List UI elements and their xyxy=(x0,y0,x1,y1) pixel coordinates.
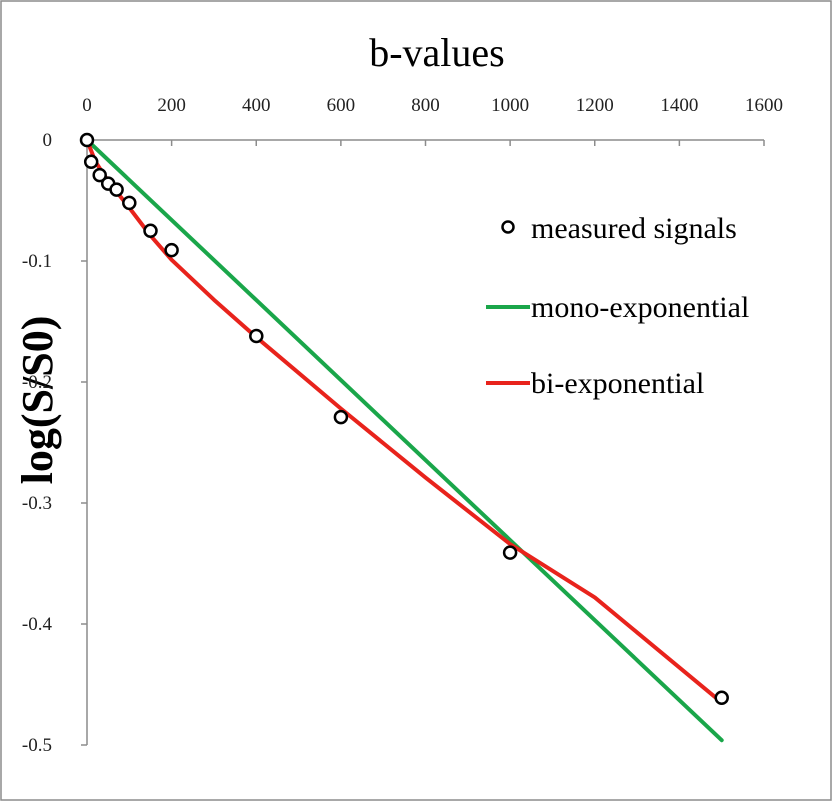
measured-signal-point xyxy=(122,195,137,211)
y-tick-label: -0.5 xyxy=(22,735,52,756)
measured-signal-point xyxy=(143,223,158,239)
measured-signal-point xyxy=(164,242,179,258)
y-tick-label: 0 xyxy=(43,130,53,151)
legend: measured signals mono-exponential bi-expon… xyxy=(486,212,749,400)
y-tick-label: -0.1 xyxy=(22,251,52,272)
x-tick-label: 1200 xyxy=(576,95,614,116)
x-axis-title: b-values xyxy=(369,30,505,75)
mono-exponential-line xyxy=(85,138,724,743)
x-tick-label: 1000 xyxy=(491,95,529,116)
legend-marker-measured-signals xyxy=(501,220,515,234)
y-axis-title: log(S/S0) xyxy=(13,316,62,485)
measured-signal-point xyxy=(714,690,729,706)
measured-signal-point xyxy=(109,182,124,197)
measured-signal-point xyxy=(249,328,264,344)
x-tick-label: 1400 xyxy=(660,95,698,116)
plot-series xyxy=(79,132,729,743)
legend-label: measured signals xyxy=(531,212,737,245)
axes: 0 200 400 600 800 1000 1200 1400 1600 0 -0.1 -0.2 -0… xyxy=(22,95,783,756)
x-tick-label: 1600 xyxy=(745,95,783,116)
measured-signal-point xyxy=(333,409,349,425)
measured-signal-point xyxy=(502,545,518,560)
legend-label: mono-exponential xyxy=(531,291,749,324)
x-tick-label: 800 xyxy=(411,95,440,116)
measured-signal-point xyxy=(83,154,99,170)
measured-signal-point xyxy=(92,167,107,183)
y-tick-label: -0.2 xyxy=(22,372,52,393)
x-tick-label: 0 xyxy=(82,95,92,116)
measured-signal-point xyxy=(79,132,95,148)
x-tick-label: 200 xyxy=(157,95,186,116)
legend-label: bi-exponential xyxy=(531,367,704,400)
x-tick-label: 400 xyxy=(242,95,271,116)
y-tick-label: -0.3 xyxy=(22,493,52,514)
y-tick-label: -0.4 xyxy=(22,614,53,635)
x-tick-label: 600 xyxy=(327,95,356,116)
